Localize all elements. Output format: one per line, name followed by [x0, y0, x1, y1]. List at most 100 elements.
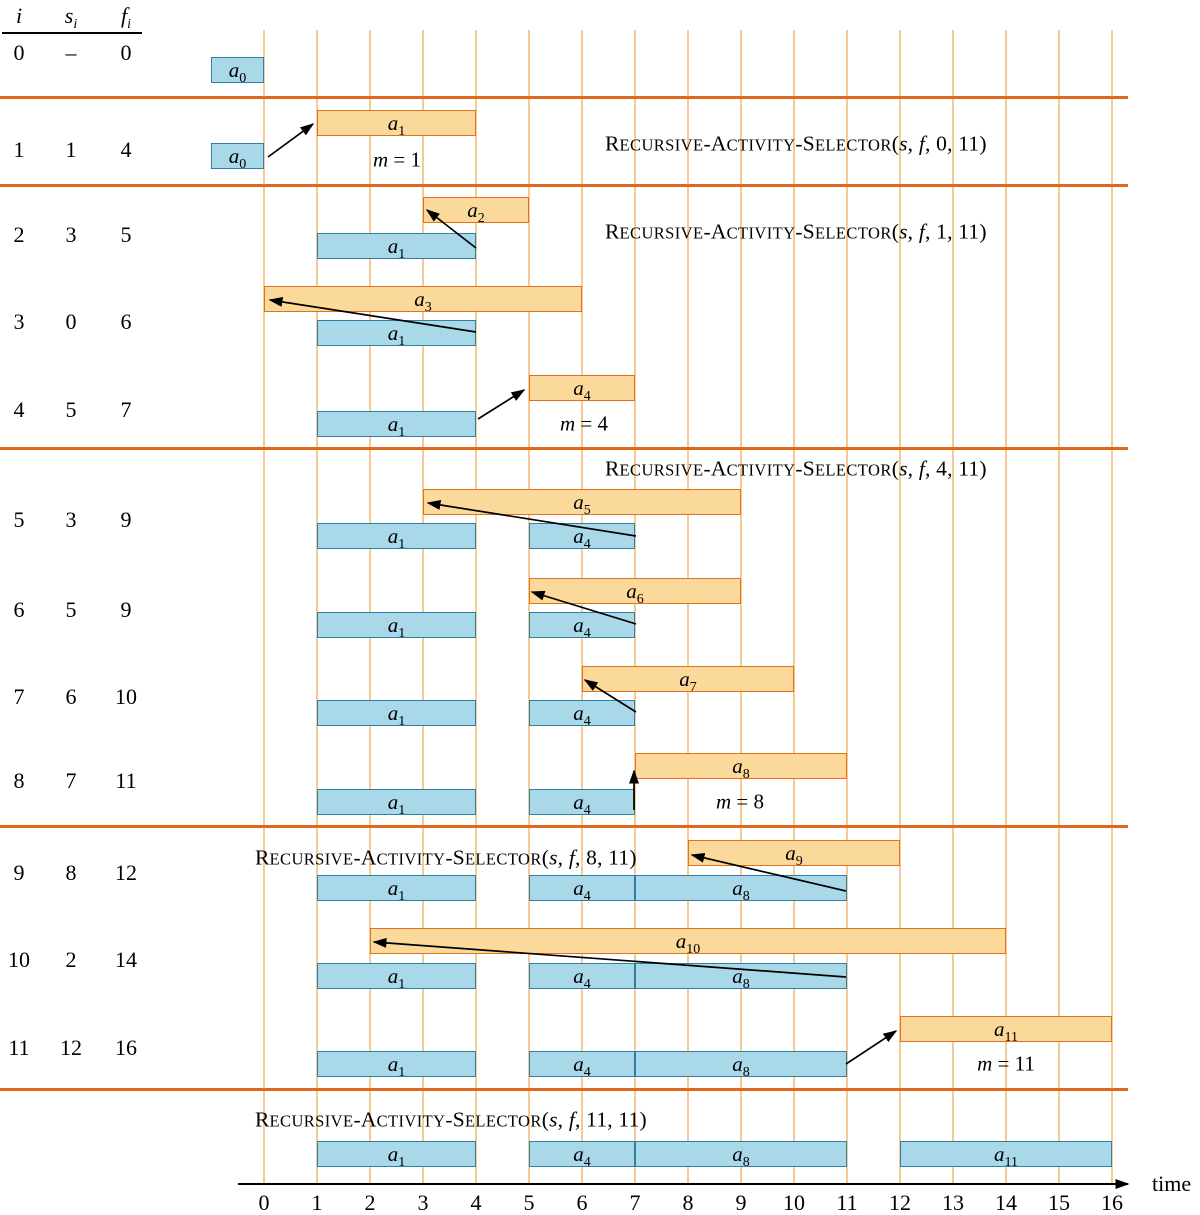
table-cell: 5 — [120, 222, 132, 247]
tick-label-4: 4 — [470, 1190, 482, 1215]
bar-label-a1: a1 — [387, 110, 406, 139]
table-cell: 4 — [13, 397, 25, 422]
table-cell: 8 — [65, 860, 77, 885]
table-cell: 3 — [65, 222, 77, 247]
bar-label-a6: a6 — [626, 578, 644, 607]
tick-label-6: 6 — [576, 1190, 588, 1215]
table-cell: 11 — [8, 1035, 30, 1060]
table-cell: 5 — [13, 507, 25, 532]
selected-bar-a0: a0 — [211, 143, 264, 172]
table-cell: 0 — [120, 40, 132, 65]
bar-label-a1: a1 — [387, 1141, 406, 1170]
tick-label-5: 5 — [523, 1190, 535, 1215]
time-axis-label: time — [1152, 1171, 1192, 1196]
gridline-t9 — [740, 30, 742, 1184]
selected-bar-a4: a4 — [529, 1141, 635, 1170]
gridline-t13 — [952, 30, 954, 1184]
bar-label-a1: a1 — [387, 700, 406, 729]
table-cell: – — [65, 40, 77, 65]
bar-label-a4: a4 — [573, 789, 591, 818]
table-cell: 4 — [120, 137, 132, 162]
m-equals-8-label: m = 8 — [715, 789, 765, 814]
table-cell: 5 — [65, 397, 77, 422]
m-equals-4-label: m = 4 — [559, 411, 609, 436]
recursive-call-label: RECURSIVE-ACTIVITY-SELECTOR(s, f, 0, 11) — [605, 131, 987, 156]
gridline-t0 — [263, 30, 265, 1184]
table-cell: 14 — [115, 947, 137, 972]
bar-label-a4: a4 — [573, 700, 591, 729]
tick-label-14: 14 — [995, 1190, 1017, 1215]
table-header-i: i — [15, 3, 23, 28]
gridline-t8 — [687, 30, 689, 1184]
section-separator — [0, 824, 1128, 828]
table-cell: 16 — [115, 1035, 137, 1060]
section-separator — [0, 446, 1128, 450]
bar-label-a4: a4 — [573, 875, 591, 904]
tick-label-16: 16 — [1101, 1190, 1123, 1215]
gridline-t4 — [475, 30, 477, 1184]
table-cell: 6 — [65, 684, 77, 709]
table-cell: 6 — [13, 597, 25, 622]
tick-label-0: 0 — [258, 1190, 270, 1215]
m-equals-11-label: m = 11 — [977, 1051, 1035, 1076]
table-cell: 9 — [120, 507, 132, 532]
candidate-bar-a11: a11 — [900, 1016, 1112, 1045]
bar-label-a1: a1 — [387, 233, 406, 262]
gridline-t11 — [846, 30, 848, 1184]
selected-bar-a11: a11 — [900, 1141, 1112, 1170]
table-cell: 1 — [13, 137, 25, 162]
candidate-bar-a1: a1 — [317, 110, 476, 139]
gridline-t5 — [528, 30, 530, 1184]
table-cell: 12 — [115, 860, 137, 885]
candidate-bar-a8: a8 — [635, 753, 847, 781]
section-separator — [0, 183, 1128, 187]
gridline-t10 — [793, 30, 795, 1184]
table-header-f: fi — [120, 3, 132, 32]
gridline-t3 — [422, 30, 424, 1184]
bar-label-a4: a4 — [573, 1051, 591, 1080]
table-header-s: si — [64, 3, 78, 32]
table-cell: 10 — [8, 947, 30, 972]
selected-bar-a8: a8 — [635, 1141, 847, 1169]
bar-label-a4: a4 — [573, 1141, 591, 1170]
table-cell: 9 — [120, 597, 132, 622]
bar-label-a0: a0 — [228, 143, 247, 172]
table-cell: 3 — [65, 507, 77, 532]
table-cell: 0 — [13, 40, 25, 65]
selected-bar-a1: a1 — [317, 612, 476, 641]
m-equals-1-label: m = 1 — [372, 147, 422, 172]
gridline-t16 — [1111, 30, 1113, 1184]
tick-label-3: 3 — [417, 1190, 429, 1215]
candidate-bar-a4: a4 — [529, 375, 635, 403]
gridline-t1 — [316, 30, 318, 1184]
bar-label-a0: a0 — [228, 57, 247, 86]
selected-bar-a4: a4 — [529, 789, 635, 818]
tick-label-11: 11 — [836, 1190, 858, 1215]
recursive-call-label: RECURSIVE-ACTIVITY-SELECTOR(s, f, 8, 11) — [255, 845, 637, 870]
selected-bar-a0: a0 — [211, 57, 264, 86]
tick-label-10: 10 — [783, 1190, 805, 1215]
bar-label-a11: a11 — [994, 1141, 1018, 1170]
bar-label-a8: a8 — [732, 1051, 750, 1080]
selected-bar-a1: a1 — [317, 700, 476, 729]
table-cell: 9 — [13, 860, 25, 885]
bar-label-a1: a1 — [387, 789, 406, 818]
tick-label-8: 8 — [682, 1190, 694, 1215]
tick-label-9: 9 — [735, 1190, 747, 1215]
table-cell: 5 — [65, 597, 77, 622]
gridline-t2 — [369, 30, 371, 1184]
bar-label-a1: a1 — [387, 875, 406, 904]
table-cell: 0 — [65, 309, 77, 334]
selected-bar-a4: a4 — [529, 875, 635, 904]
gridline-t15 — [1058, 30, 1060, 1184]
table-cell: 3 — [13, 309, 25, 334]
bar-label-a11: a11 — [994, 1016, 1018, 1045]
table-header-rule — [2, 32, 142, 34]
tick-label-15: 15 — [1048, 1190, 1070, 1215]
bar-label-a1: a1 — [387, 612, 406, 641]
bar-label-a7: a7 — [679, 666, 697, 695]
